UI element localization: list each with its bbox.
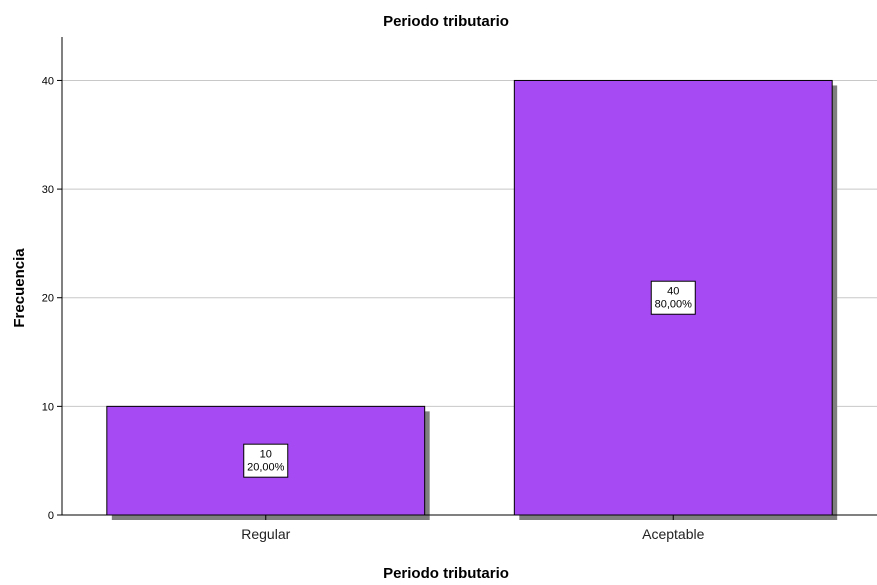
x-tick-labels: Regular Aceptable xyxy=(241,515,705,542)
data-label-count: 10 xyxy=(260,449,272,461)
y-tick-label: 0 xyxy=(48,510,54,522)
chart-title: Periodo tributario xyxy=(383,13,509,30)
data-label-box xyxy=(650,280,696,315)
y-tick-label: 10 xyxy=(42,401,54,413)
y-tick-label: 40 xyxy=(42,75,54,87)
data-label-box xyxy=(243,443,289,478)
data-label-percent: 80,00% xyxy=(655,299,693,311)
y-axis-title: Frecuencia xyxy=(11,248,28,328)
x-tick-label: Regular xyxy=(241,526,290,542)
data-label-count: 40 xyxy=(667,286,679,298)
data-label-percent: 20,00% xyxy=(247,462,285,474)
x-tick-label: Aceptable xyxy=(642,526,704,542)
y-tick-label: 30 xyxy=(42,184,54,196)
y-tick-label: 20 xyxy=(42,293,54,305)
y-tick-labels: 0 10 20 30 40 xyxy=(42,75,62,522)
x-axis-title: Periodo tributario xyxy=(383,565,509,582)
bars xyxy=(106,79,838,521)
